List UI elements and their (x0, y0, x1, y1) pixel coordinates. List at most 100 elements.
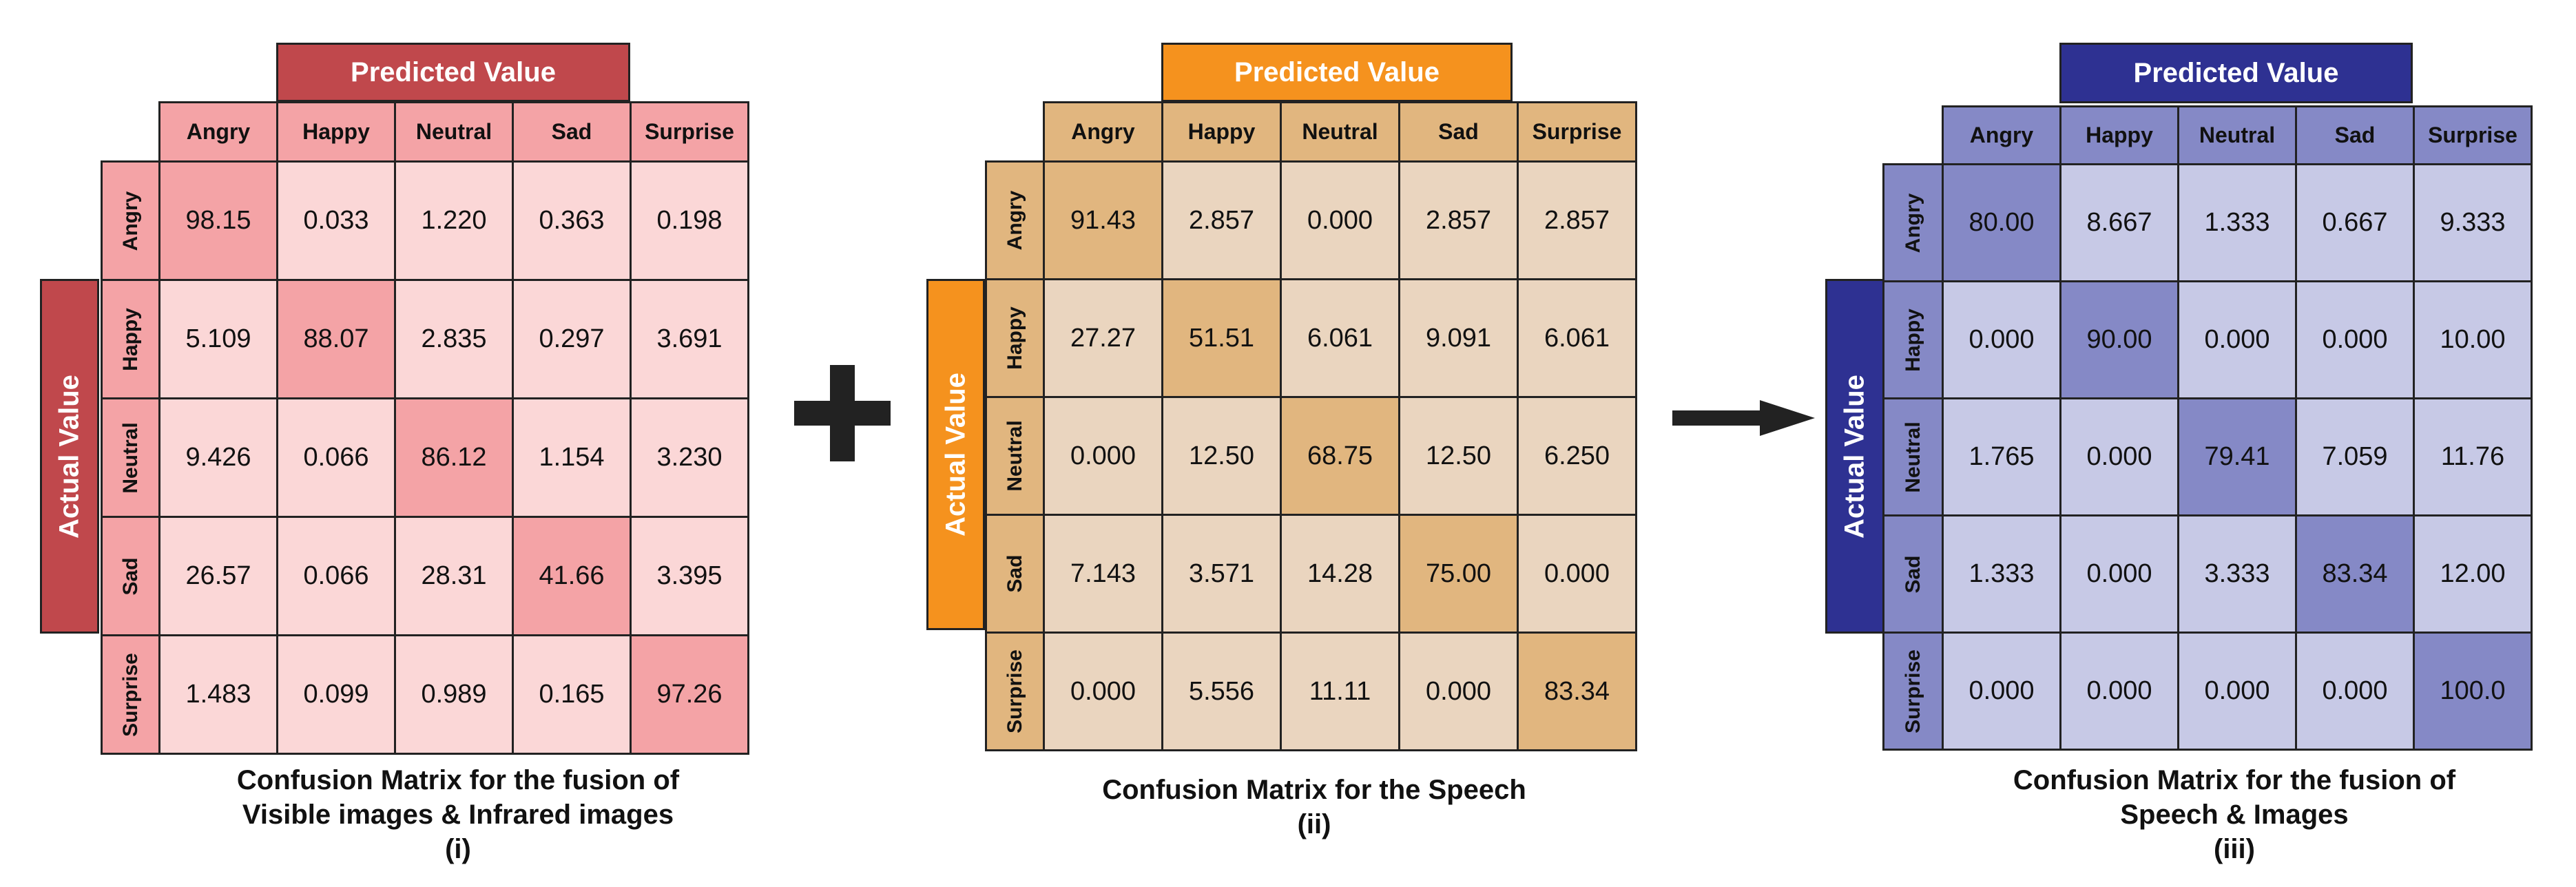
matrix-cell: 0.165 (512, 634, 632, 755)
caption-index: (ii) (1297, 809, 1331, 839)
row-header: Angry (1882, 163, 1944, 282)
matrix-cell: 0.000 (2059, 397, 2179, 516)
predicted-value-header: Predicted Value (2059, 43, 2413, 103)
row-header-text: Sad (1901, 554, 1924, 594)
diagonal-cell: 75.00 (1398, 514, 1519, 634)
row-header: Sad (101, 516, 160, 636)
row-header: Surprise (985, 632, 1045, 751)
row-header-text: Neutral (118, 421, 142, 494)
matrix-cell: 6.250 (1517, 396, 1637, 516)
matrix-cell: 2.835 (394, 279, 514, 399)
matrix-cell: 6.061 (1517, 278, 1637, 398)
matrix-cell: 12.50 (1161, 396, 1282, 516)
column-header: Sad (512, 101, 632, 163)
column-header: Surprise (630, 101, 749, 163)
column-header: Sad (2295, 105, 2415, 165)
column-header: Neutral (2177, 105, 2297, 165)
row-header: Surprise (1882, 632, 1944, 751)
predicted-value-header: Predicted Value (276, 43, 630, 102)
diagonal-cell: 98.15 (158, 160, 278, 281)
matrix-cell: 1.333 (2177, 163, 2297, 282)
matrix-cell: 1.765 (1942, 397, 2061, 516)
matrix-cell: 0.667 (2295, 163, 2415, 282)
matrix-cell: 0.000 (1942, 280, 2061, 399)
matrix-cell: 12.50 (1398, 396, 1519, 516)
matrix-cell: 2.857 (1517, 160, 1637, 280)
row-header: Sad (1882, 514, 1944, 634)
matrix-cell: 8.667 (2059, 163, 2179, 282)
diagonal-cell: 79.41 (2177, 397, 2297, 516)
matrix-cell: 3.230 (630, 397, 749, 518)
column-header: Surprise (1517, 101, 1637, 163)
row-header-text: Surprise (118, 652, 142, 737)
column-header: Sad (1398, 101, 1519, 163)
diagonal-cell: 97.26 (630, 634, 749, 755)
matrix-cell: 0.000 (1398, 632, 1519, 751)
matrix-cell: 1.483 (158, 634, 278, 755)
row-header: Angry (101, 160, 160, 281)
diagonal-cell: 68.75 (1280, 396, 1400, 516)
matrix-cell: 0.000 (2177, 280, 2297, 399)
matrix-cell: 0.000 (1043, 632, 1163, 751)
matrix-cell: 14.28 (1280, 514, 1400, 634)
caption-line: Confusion Matrix for the fusion of (236, 765, 680, 795)
actual-value-text: Actual Value (54, 374, 85, 539)
column-header: Neutral (394, 101, 514, 163)
matrix-cell: 2.857 (1161, 160, 1282, 280)
row-header-text: Surprise (1901, 649, 1924, 733)
diagonal-cell: 83.34 (2295, 514, 2415, 634)
matrix-cell: 2.857 (1398, 160, 1519, 280)
matrix-cell: 0.000 (1280, 160, 1400, 280)
actual-value-label: Actual Value (926, 279, 985, 630)
matrix-cell: 1.333 (1942, 514, 2061, 634)
row-header: Neutral (985, 396, 1045, 516)
matrix-cell: 0.363 (512, 160, 632, 281)
matrix-cell: 0.989 (394, 634, 514, 755)
diagonal-cell: 83.34 (1517, 632, 1637, 751)
actual-value-text: Actual Value (940, 373, 970, 536)
actual-value-text: Actual Value (1839, 374, 1870, 539)
diagonal-cell: 88.07 (276, 279, 396, 399)
row-header: Neutral (1882, 397, 1944, 516)
row-header-text: Happy (118, 307, 142, 371)
actual-value-label: Actual Value (40, 279, 99, 634)
column-header: Neutral (1280, 101, 1400, 163)
matrix-cell: 0.033 (276, 160, 396, 281)
row-header: Neutral (101, 397, 160, 518)
matrix-cell: 0.000 (2059, 514, 2179, 634)
matrix-caption: Confusion Matrix for the fusion of Speech… (1890, 763, 2576, 866)
row-header-text: Neutral (1901, 421, 1924, 493)
arrow-head (1760, 400, 1815, 436)
caption-line: Visible images & Infrared images (242, 800, 674, 830)
matrix-cell: 3.333 (2177, 514, 2297, 634)
caption-index: (i) (445, 834, 471, 864)
column-header: Happy (1161, 101, 1282, 163)
matrix-cell: 28.31 (394, 516, 514, 636)
diagonal-cell: 86.12 (394, 397, 514, 518)
diagonal-cell: 80.00 (1942, 163, 2061, 282)
row-header-text: Happy (1901, 308, 1924, 372)
matrix-cell: 26.57 (158, 516, 278, 636)
row-header: Happy (1882, 280, 1944, 399)
caption-index: (iii) (2214, 834, 2255, 864)
caption-line: Confusion Matrix for the Speech (1102, 775, 1526, 805)
matrix-cell: 0.000 (2295, 632, 2415, 751)
matrix-cell: 7.059 (2295, 397, 2415, 516)
plus-sign-horizontal (794, 401, 891, 426)
matrix-cell: 0.000 (1043, 396, 1163, 516)
matrix-cell: 0.099 (276, 634, 396, 755)
row-header: Angry (985, 160, 1045, 280)
matrix-cell: 0.198 (630, 160, 749, 281)
caption-line: Confusion Matrix for the fusion of (2013, 765, 2456, 795)
row-header-text: Sad (1003, 554, 1026, 593)
matrix-cell: 7.143 (1043, 514, 1163, 634)
diagonal-cell: 41.66 (512, 516, 632, 636)
matrix-cell: 0.297 (512, 279, 632, 399)
row-header-text: Angry (1003, 190, 1026, 251)
column-header: Surprise (2413, 105, 2533, 165)
arrow-shaft (1672, 410, 1762, 426)
row-header: Happy (101, 279, 160, 399)
matrix-cell: 3.691 (630, 279, 749, 399)
row-header: Sad (985, 514, 1045, 634)
row-header: Surprise (101, 634, 160, 755)
